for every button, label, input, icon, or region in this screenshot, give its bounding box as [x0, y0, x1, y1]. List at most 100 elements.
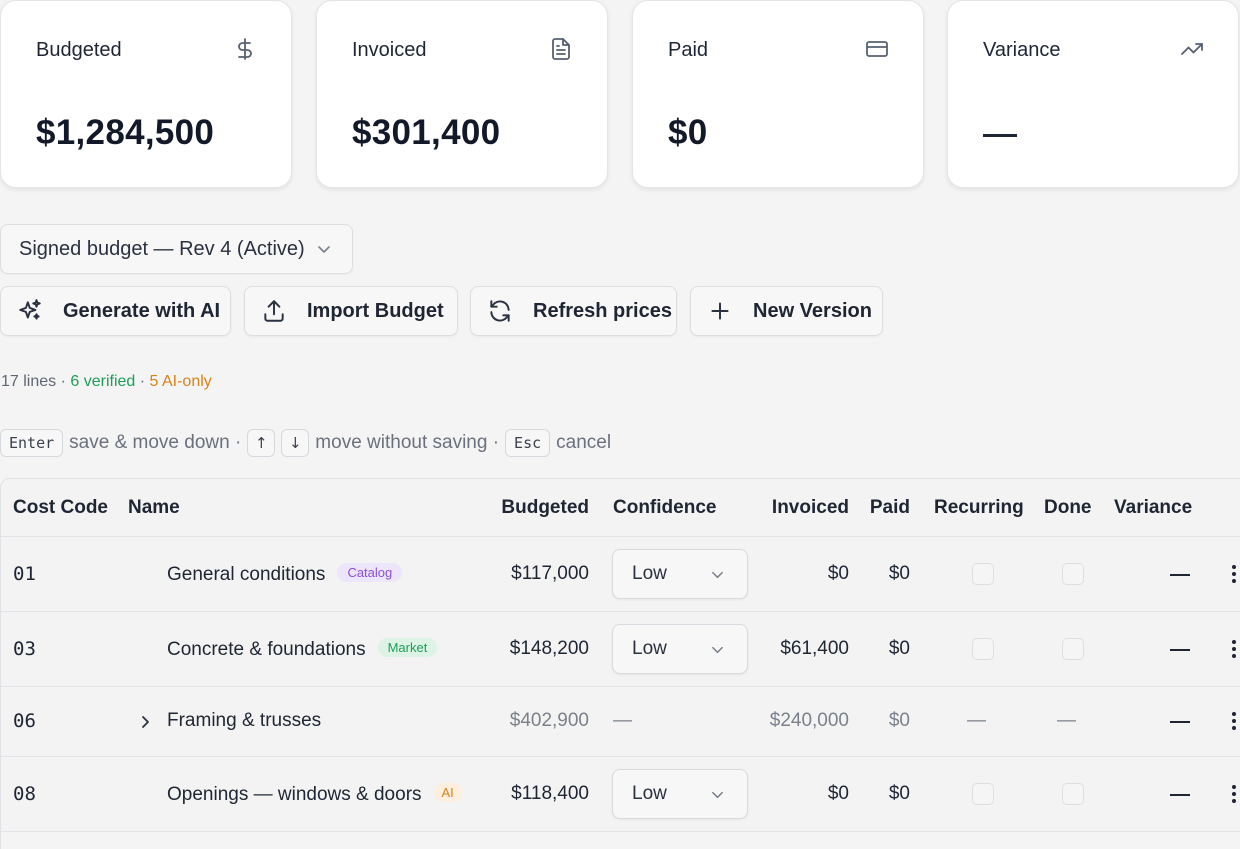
paid-value: $0 [888, 563, 910, 584]
budgeted-card: Budgeted $1,284,500 [0, 0, 292, 188]
confidence-value: Low [632, 563, 667, 584]
table-row[interactable]: 03 Concrete & foundations Market $148,200… [1, 612, 1240, 687]
line-name-text: Openings — windows & doors [167, 784, 422, 805]
line-name-text: Concrete & foundations [167, 639, 366, 660]
button-label: Import Budget [307, 299, 444, 322]
table-row[interactable]: 08 Openings — windows & doors AI $118,400… [1, 757, 1240, 832]
more-actions-icon[interactable] [1232, 564, 1236, 584]
verified-count: 6 verified [70, 373, 136, 390]
col-budgeted[interactable]: Budgeted [501, 497, 589, 518]
paid-value: $0 [888, 783, 910, 804]
recurring-checkbox[interactable] [972, 783, 994, 805]
more-actions-icon[interactable] [1232, 784, 1236, 804]
recurring-checkbox[interactable] [972, 563, 994, 585]
enter-key: Enter [0, 429, 64, 457]
document-icon [552, 38, 570, 60]
col-variance[interactable]: Variance [1114, 497, 1193, 518]
col-paid[interactable]: Paid [869, 497, 910, 518]
budget-version-select[interactable]: Signed budget — Rev 4 (Active) [0, 224, 353, 274]
confidence-value: — [613, 710, 632, 731]
col-invoiced[interactable]: Invoiced [771, 497, 849, 518]
chevron-down-icon [712, 791, 723, 799]
variance-empty-dash [983, 134, 1017, 137]
card-value: $301,400 [352, 113, 501, 152]
separator: · [135, 373, 150, 390]
arrows-hint: move without saving · [315, 432, 500, 453]
table-row-group[interactable]: 06 Framing & trusses $402,900 — $240,000… [1, 687, 1240, 757]
card-value: $1,284,500 [36, 113, 215, 152]
card-label: Invoiced [352, 39, 427, 61]
source-badge: Catalog [337, 563, 403, 582]
credit-card-icon [866, 41, 888, 57]
plus-icon [711, 302, 729, 320]
line-name[interactable]: Concrete & foundations Market [167, 638, 438, 661]
sparkles-icon [19, 299, 41, 320]
button-label: New Version [753, 299, 872, 322]
confidence-select[interactable]: Low [612, 769, 748, 819]
card-label: Budgeted [36, 39, 122, 61]
more-actions-icon[interactable] [1232, 639, 1236, 659]
confidence-value: Low [632, 638, 667, 659]
import-budget-button[interactable]: Import Budget [244, 286, 458, 336]
line-name-text: Framing & trusses [167, 710, 322, 731]
chevron-down-icon [712, 646, 723, 654]
refresh-icon [490, 300, 510, 322]
invoiced-value: $0 [827, 563, 849, 584]
line-name[interactable]: General conditions Catalog [167, 563, 403, 586]
dollar-icon [238, 38, 252, 60]
budgeted-value[interactable]: $148,200 [509, 638, 589, 659]
cost-code: 01 [13, 563, 36, 585]
confidence-select[interactable]: Low [612, 549, 748, 599]
col-done[interactable]: Done [1044, 497, 1092, 518]
budgeted-value[interactable]: $117,000 [511, 563, 589, 584]
enter-hint: save & move down · [69, 432, 242, 453]
generate-with-ai-button[interactable]: Generate with AI [0, 286, 231, 336]
budget-summary: 17 lines · 6 verified · 5 AI-only [1, 373, 212, 391]
paid-value: $0 [888, 638, 910, 659]
card-label: Paid [668, 39, 709, 61]
confidence-select[interactable]: Low [612, 624, 748, 674]
table-row[interactable]: 01 General conditions Catalog $117,000 Lo… [1, 537, 1240, 612]
button-label: Generate with AI [63, 299, 221, 322]
done-checkbox[interactable] [1062, 563, 1084, 585]
cost-code: 06 [13, 710, 36, 732]
line-count: 17 lines [1, 373, 57, 390]
button-label: Refresh prices [533, 299, 672, 322]
budgeted-value: $402,900 [509, 710, 589, 731]
col-recurring[interactable]: Recurring [934, 497, 1024, 518]
refresh-prices-button[interactable]: Refresh prices [470, 286, 677, 336]
recurring-checkbox[interactable] [972, 638, 994, 660]
chevron-right-icon[interactable] [138, 715, 152, 729]
invoiced-card: Invoiced $301,400 [316, 0, 608, 188]
source-badge: AI [433, 783, 462, 802]
col-confidence[interactable]: Confidence [613, 497, 717, 518]
up-arrow-key: ↑ [247, 429, 276, 457]
confidence-value: Low [632, 783, 667, 804]
down-arrow-key: ↓ [281, 429, 310, 457]
line-name[interactable]: Openings — windows & doors AI [167, 783, 462, 806]
line-name[interactable]: Framing & trusses [167, 710, 321, 732]
col-name[interactable]: Name [128, 497, 180, 518]
col-cost-code[interactable]: Cost Code [13, 497, 108, 518]
done-value: — [1057, 710, 1076, 731]
variance-dash [1170, 649, 1190, 651]
done-checkbox[interactable] [1062, 638, 1084, 660]
paid-card: Paid $0 [632, 0, 924, 188]
invoiced-value: $0 [827, 783, 849, 804]
recurring-value: — [967, 710, 986, 731]
new-version-button[interactable]: New Version [690, 286, 883, 336]
cost-code: 03 [13, 638, 36, 660]
budget-table: Cost Code Name Budgeted Confidence Invoi… [0, 478, 1240, 849]
budget-version-value: Signed budget — Rev 4 (Active) [19, 237, 305, 260]
done-checkbox[interactable] [1062, 783, 1084, 805]
summary-cards: Budgeted $1,284,500 Invoiced $301,400 Pa… [0, 0, 1240, 190]
paid-value: $0 [888, 710, 910, 731]
table-header: Cost Code Name Budgeted Confidence Invoi… [1, 479, 1240, 537]
variance-dash [1170, 721, 1190, 723]
more-actions-icon[interactable] [1232, 711, 1236, 731]
chevron-down-icon [318, 246, 330, 253]
upload-icon [264, 300, 284, 322]
budgeted-value[interactable]: $118,400 [511, 783, 589, 804]
esc-hint: cancel [556, 432, 612, 453]
variance-card: Variance [947, 0, 1239, 188]
